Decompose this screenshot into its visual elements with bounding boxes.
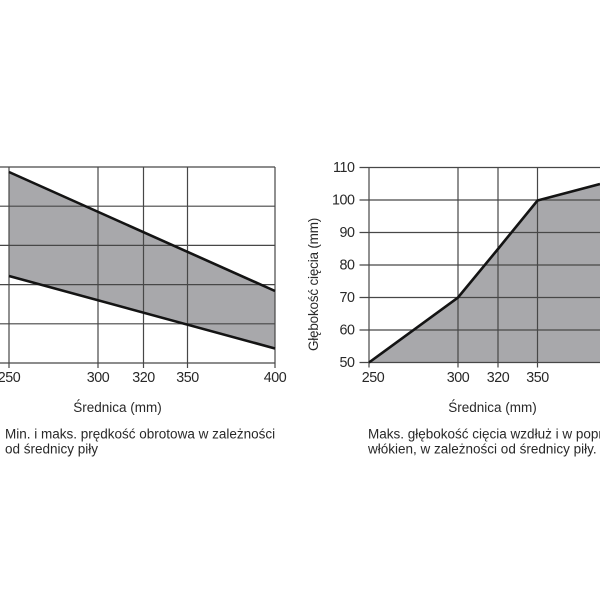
svg-text:od średnicy piły: od średnicy piły (5, 442, 98, 457)
svg-text:300: 300 (87, 370, 110, 386)
svg-text:Min. i maks. prędkość obrotowa: Min. i maks. prędkość obrotowa w zależno… (5, 427, 275, 442)
svg-text:Głębokość cięcia (mm): Głębokość cięcia (mm) (306, 218, 321, 351)
svg-text:100: 100 (332, 193, 355, 209)
svg-text:70: 70 (339, 290, 355, 306)
svg-text:250: 250 (0, 370, 21, 386)
svg-text:300: 300 (447, 370, 470, 386)
svg-text:50: 50 (339, 355, 355, 371)
svg-text:Maks. głębokość cięcia wzdłuż: Maks. głębokość cięcia wzdłuż i w poprze… (368, 427, 600, 442)
svg-text:Średnica (mm): Średnica (mm) (73, 400, 162, 415)
svg-text:110: 110 (333, 160, 355, 176)
svg-text:90: 90 (339, 225, 355, 241)
svg-text:350: 350 (526, 370, 549, 386)
svg-text:320: 320 (487, 370, 510, 386)
svg-text:włókien, w zależności od średn: włókien, w zależności od średnicy piły. (367, 442, 597, 457)
svg-text:Średnica (mm): Średnica (mm) (448, 400, 537, 415)
svg-text:250: 250 (362, 370, 385, 386)
svg-text:60: 60 (339, 323, 355, 339)
svg-text:80: 80 (339, 258, 355, 274)
svg-text:320: 320 (132, 370, 155, 386)
svg-text:400: 400 (264, 370, 287, 386)
svg-text:350: 350 (176, 370, 199, 386)
